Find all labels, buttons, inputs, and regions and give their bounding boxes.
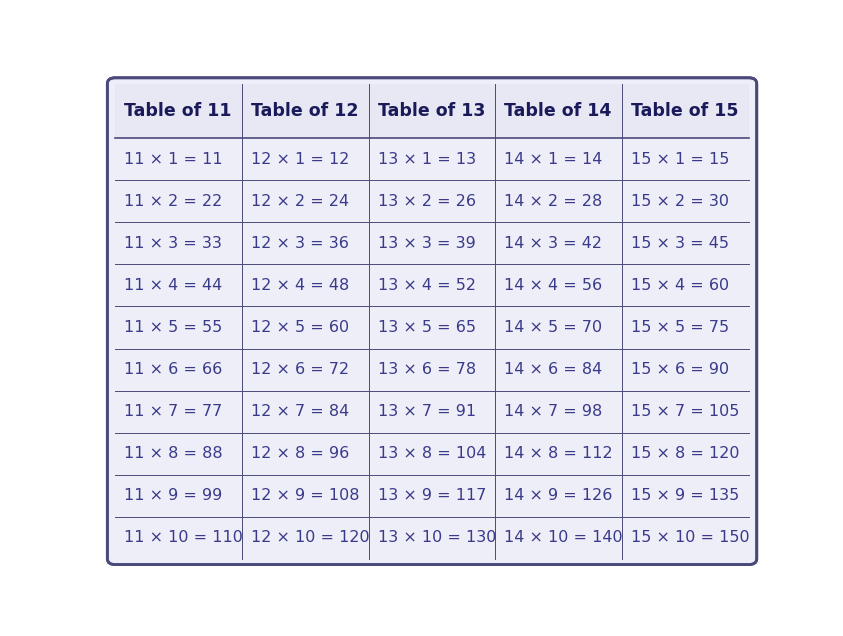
Text: 15 × 10 = 150: 15 × 10 = 150 (631, 530, 749, 545)
Text: 15 × 3 = 45: 15 × 3 = 45 (631, 236, 729, 251)
Text: 12 × 5 = 60: 12 × 5 = 60 (250, 320, 349, 335)
FancyBboxPatch shape (107, 78, 757, 565)
Text: 14 × 7 = 98: 14 × 7 = 98 (504, 404, 603, 419)
Text: 12 × 4 = 48: 12 × 4 = 48 (250, 278, 349, 293)
Text: 12 × 10 = 120: 12 × 10 = 120 (250, 530, 369, 545)
Text: 14 × 9 = 126: 14 × 9 = 126 (504, 488, 613, 503)
Text: 13 × 3 = 39: 13 × 3 = 39 (378, 236, 475, 251)
Text: 12 × 3 = 36: 12 × 3 = 36 (250, 236, 349, 251)
Text: 14 × 6 = 84: 14 × 6 = 84 (504, 362, 603, 377)
Text: 12 × 7 = 84: 12 × 7 = 84 (250, 404, 349, 419)
Text: 11 × 3 = 33: 11 × 3 = 33 (124, 236, 222, 251)
Text: 11 × 6 = 66: 11 × 6 = 66 (124, 362, 223, 377)
Text: 15 × 9 = 135: 15 × 9 = 135 (631, 488, 739, 503)
Text: Table of 14: Table of 14 (504, 102, 612, 120)
Text: 13 × 9 = 117: 13 × 9 = 117 (378, 488, 486, 503)
Text: 11 × 2 = 22: 11 × 2 = 22 (124, 194, 223, 209)
Text: 11 × 9 = 99: 11 × 9 = 99 (124, 488, 223, 503)
Text: Table of 13: Table of 13 (378, 102, 485, 120)
Text: 11 × 4 = 44: 11 × 4 = 44 (124, 278, 223, 293)
Text: 15 × 8 = 120: 15 × 8 = 120 (631, 446, 739, 461)
Text: Table of 12: Table of 12 (250, 102, 358, 120)
Bar (115, 84, 749, 138)
Text: 12 × 8 = 96: 12 × 8 = 96 (250, 446, 349, 461)
Text: Table of 11: Table of 11 (124, 102, 232, 120)
Text: 12 × 6 = 72: 12 × 6 = 72 (250, 362, 349, 377)
Text: 13 × 4 = 52: 13 × 4 = 52 (378, 278, 475, 293)
Text: 14 × 8 = 112: 14 × 8 = 112 (504, 446, 613, 461)
Text: 15 × 6 = 90: 15 × 6 = 90 (631, 362, 729, 377)
Text: 12 × 1 = 12: 12 × 1 = 12 (250, 152, 349, 167)
Text: 15 × 4 = 60: 15 × 4 = 60 (631, 278, 729, 293)
Text: 11 × 1 = 11: 11 × 1 = 11 (124, 152, 223, 167)
Text: 15 × 2 = 30: 15 × 2 = 30 (631, 194, 729, 209)
Text: 14 × 5 = 70: 14 × 5 = 70 (504, 320, 603, 335)
Text: 11 × 7 = 77: 11 × 7 = 77 (124, 404, 223, 419)
Text: 12 × 9 = 108: 12 × 9 = 108 (250, 488, 359, 503)
Text: 13 × 5 = 65: 13 × 5 = 65 (378, 320, 475, 335)
Text: 13 × 2 = 26: 13 × 2 = 26 (378, 194, 475, 209)
Text: 14 × 10 = 140: 14 × 10 = 140 (504, 530, 623, 545)
Text: 14 × 1 = 14: 14 × 1 = 14 (504, 152, 603, 167)
Text: 11 × 10 = 110: 11 × 10 = 110 (124, 530, 243, 545)
Text: Table of 15: Table of 15 (631, 102, 738, 120)
Text: 15 × 1 = 15: 15 × 1 = 15 (631, 152, 729, 167)
Text: 13 × 8 = 104: 13 × 8 = 104 (378, 446, 486, 461)
Text: 11 × 8 = 88: 11 × 8 = 88 (124, 446, 223, 461)
Text: 14 × 3 = 42: 14 × 3 = 42 (504, 236, 602, 251)
Text: 13 × 7 = 91: 13 × 7 = 91 (378, 404, 475, 419)
Text: 12 × 2 = 24: 12 × 2 = 24 (250, 194, 349, 209)
Text: 11 × 5 = 55: 11 × 5 = 55 (124, 320, 223, 335)
Text: 13 × 6 = 78: 13 × 6 = 78 (378, 362, 475, 377)
Text: 13 × 1 = 13: 13 × 1 = 13 (378, 152, 475, 167)
Text: 14 × 4 = 56: 14 × 4 = 56 (504, 278, 603, 293)
Text: 15 × 5 = 75: 15 × 5 = 75 (631, 320, 729, 335)
Text: 14 × 2 = 28: 14 × 2 = 28 (504, 194, 603, 209)
Text: 13 × 10 = 130: 13 × 10 = 130 (378, 530, 496, 545)
Text: 15 × 7 = 105: 15 × 7 = 105 (631, 404, 739, 419)
